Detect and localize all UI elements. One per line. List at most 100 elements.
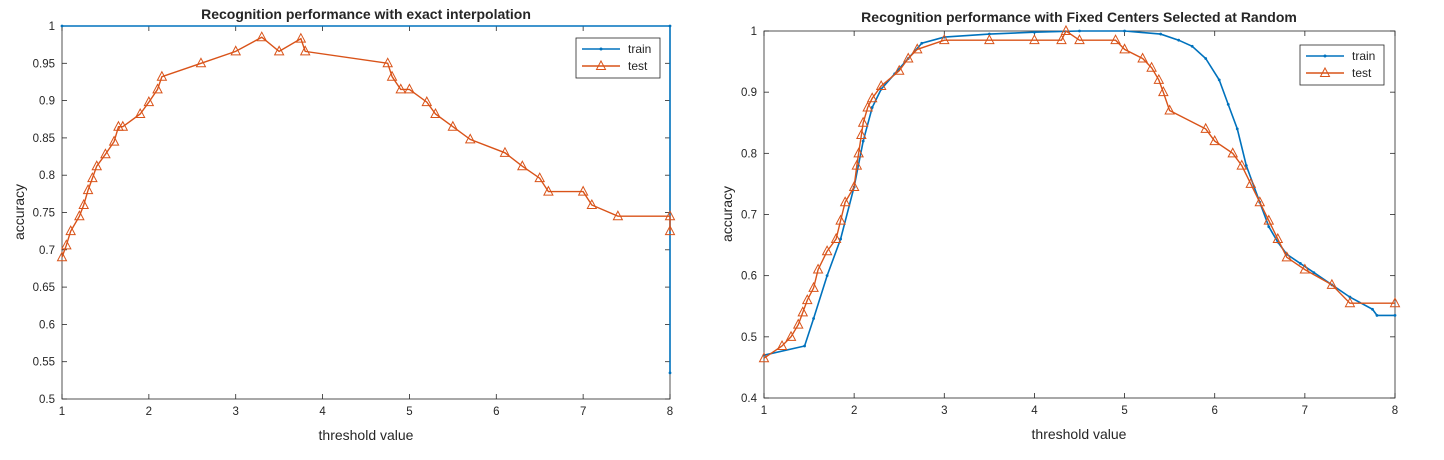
x-tick-label: 6 xyxy=(493,406,499,418)
data-point-test xyxy=(862,101,873,112)
x-tick-label: 5 xyxy=(406,406,412,418)
x-tick-label: 1 xyxy=(761,405,767,417)
data-point-test xyxy=(785,330,797,341)
data-point-test xyxy=(902,52,914,63)
data-point-train xyxy=(1078,29,1081,33)
data-point-test xyxy=(1200,122,1212,133)
data-point-test xyxy=(612,210,624,221)
legend-marker-train xyxy=(599,47,603,51)
y-tick-label: 0.9 xyxy=(741,87,757,99)
data-point-test xyxy=(1272,232,1284,243)
data-point-test xyxy=(91,160,103,171)
data-point-test xyxy=(801,294,813,305)
data-point-test xyxy=(797,306,809,317)
data-point-train xyxy=(987,32,991,36)
data-point-train xyxy=(1123,29,1126,33)
data-point-test xyxy=(65,225,77,236)
data-point-test xyxy=(134,107,146,119)
data-point-test xyxy=(1254,196,1266,207)
chart-exact-interpolation: Recognition performance with exact inter… xyxy=(11,6,676,443)
data-point-train xyxy=(861,139,865,143)
legend: train test xyxy=(1299,44,1385,86)
legend-marker-test xyxy=(1319,66,1331,77)
x-axis-label: threshold value xyxy=(1032,426,1127,442)
data-point-test xyxy=(82,184,94,195)
y-tick-label: 0.6 xyxy=(741,271,757,283)
y-tick-label: 0.5 xyxy=(741,332,757,344)
data-point-test xyxy=(830,232,842,243)
data-point-test xyxy=(195,57,207,68)
y-axis-label: accuracy xyxy=(719,186,735,242)
data-point-test xyxy=(856,128,867,139)
plot-area-frame xyxy=(61,25,671,400)
legend-label-train: train xyxy=(1352,49,1375,63)
data-point-test xyxy=(87,172,98,183)
data-point-test xyxy=(893,64,905,75)
data-point-test xyxy=(256,31,268,42)
data-point-train xyxy=(839,237,843,241)
data-point-test xyxy=(664,225,676,236)
data-point-train xyxy=(1371,307,1374,311)
data-point-test xyxy=(299,45,311,56)
data-point-test xyxy=(117,120,129,131)
x-tick-label: 4 xyxy=(1031,405,1038,417)
chart-title: Recognition performance with Fixed Cente… xyxy=(861,9,1297,25)
data-point-test xyxy=(1137,52,1148,63)
legend-box xyxy=(1299,44,1385,86)
data-point-test xyxy=(156,70,168,81)
y-tick-label: 0.4 xyxy=(741,393,758,405)
legend-label-train: train xyxy=(628,42,651,56)
data-point-train xyxy=(1244,164,1248,167)
data-point-train xyxy=(1375,314,1379,317)
data-point-test xyxy=(1153,73,1165,84)
data-point-train xyxy=(1267,225,1271,229)
legend-box xyxy=(575,37,661,79)
data-point-test xyxy=(108,135,120,146)
data-point-test xyxy=(143,96,155,107)
data-point-test xyxy=(395,83,407,94)
data-point-train xyxy=(1033,30,1036,34)
data-point-test xyxy=(835,214,846,225)
data-point-test xyxy=(499,146,511,157)
y-tick-label: 0.55 xyxy=(33,357,55,369)
y-tick-label: 0.5 xyxy=(39,394,55,406)
data-point-test xyxy=(1326,278,1338,289)
y-tick-label: 1 xyxy=(751,26,757,38)
plot-area-frame xyxy=(763,30,1396,399)
x-tick-label: 7 xyxy=(1302,405,1308,417)
x-tick-label: 8 xyxy=(667,406,673,418)
data-point-test xyxy=(382,57,394,68)
y-tick-label: 0.8 xyxy=(39,170,55,182)
chart-fixed-centers: Recognition performance with Fixed Cente… xyxy=(719,9,1401,442)
data-point-test xyxy=(1060,24,1072,35)
data-point-test xyxy=(1164,104,1175,115)
data-point-test xyxy=(464,133,476,144)
x-tick-label: 5 xyxy=(1121,405,1127,417)
data-point-test xyxy=(74,210,85,221)
data-point-test xyxy=(404,83,415,94)
data-point-train xyxy=(920,41,924,45)
data-point-test xyxy=(984,34,995,45)
y-tick-label: 0.6 xyxy=(39,319,55,331)
data-point-test xyxy=(61,239,72,250)
x-tick-label: 7 xyxy=(580,406,586,418)
data-point-train xyxy=(1159,32,1163,36)
data-point-test xyxy=(534,172,546,183)
data-point-test xyxy=(1389,297,1401,308)
y-tick-label: 0.9 xyxy=(39,96,55,108)
data-point-test xyxy=(1344,297,1356,308)
data-point-test xyxy=(430,107,441,119)
data-point-test xyxy=(152,83,163,94)
legend-label-test: test xyxy=(1352,66,1372,80)
data-point-test xyxy=(1236,159,1248,170)
y-axis-label: accuracy xyxy=(11,184,27,240)
data-point-test xyxy=(386,70,398,81)
data-point-train xyxy=(1312,271,1316,275)
data-point-test xyxy=(543,185,554,196)
legend-label-test: test xyxy=(628,59,648,73)
x-tick-label: 3 xyxy=(233,406,239,418)
x-tick-label: 8 xyxy=(1392,405,1398,417)
data-point-test xyxy=(848,180,860,191)
chart-title: Recognition performance with exact inter… xyxy=(201,6,531,22)
